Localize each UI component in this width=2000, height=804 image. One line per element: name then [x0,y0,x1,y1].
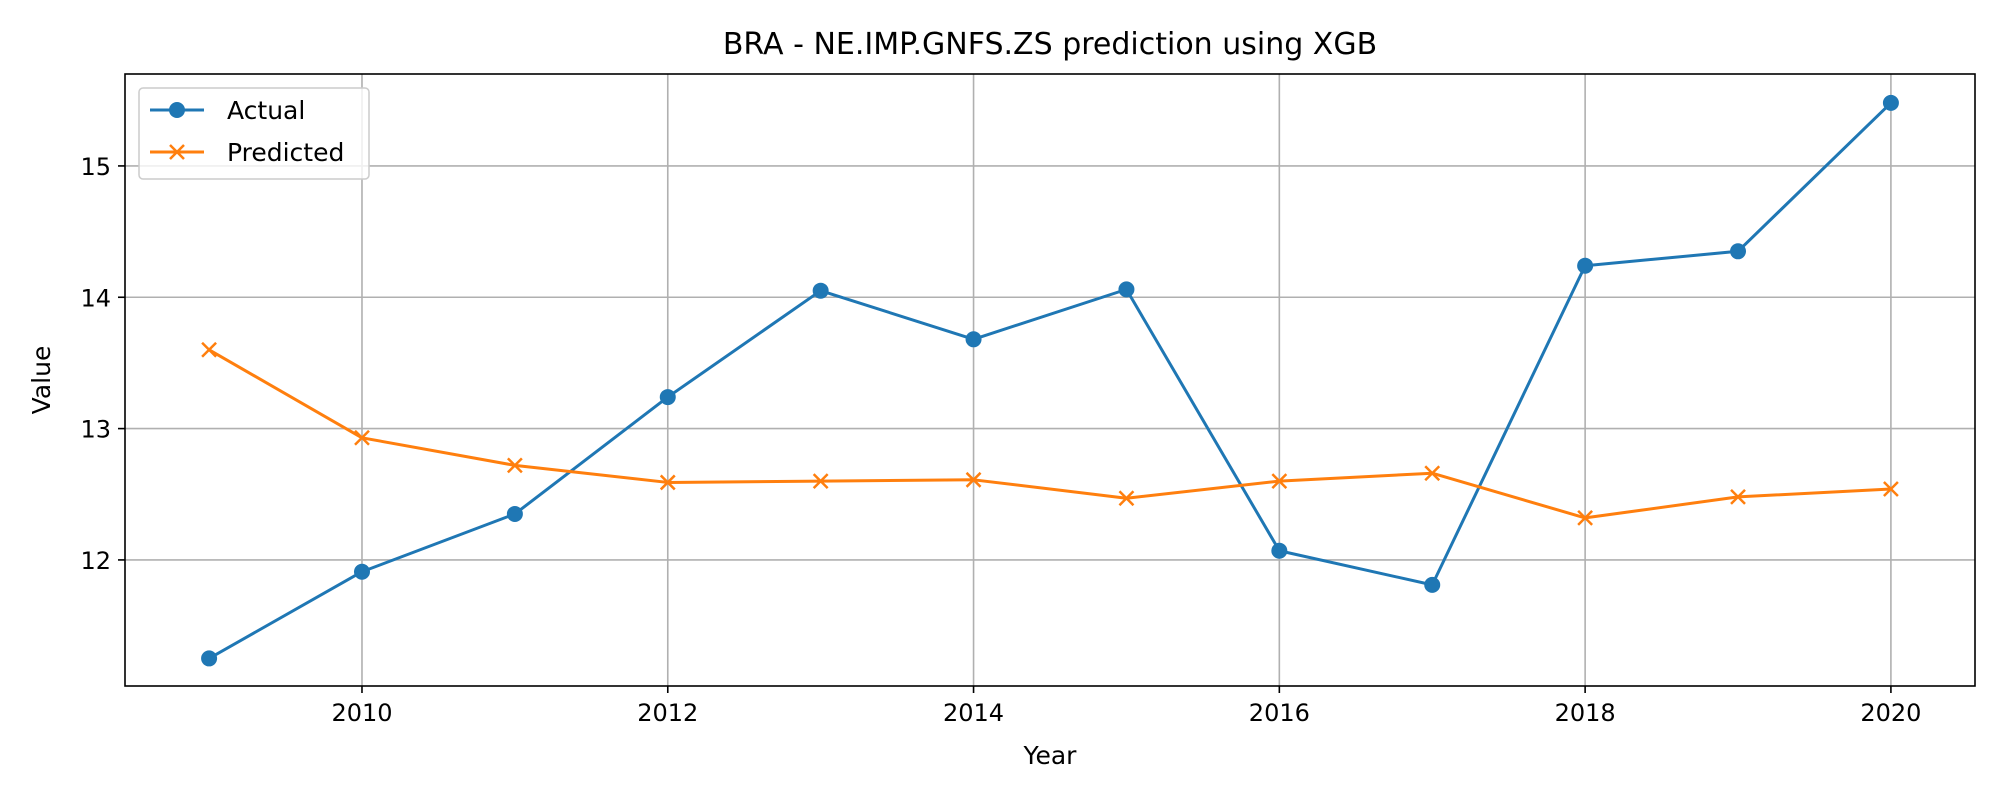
y-axis-label: Value [27,346,56,415]
x-tick-label: 2012 [637,699,698,727]
legend-actual-label: Actual [227,96,305,125]
x-tick-label: 2018 [1555,699,1616,727]
data-point-actual [965,331,982,348]
y-tick-label: 13 [80,416,111,444]
data-point-actual [812,282,829,299]
data-point-predicted [354,429,370,446]
x-tick-label: 2020 [1860,699,1921,727]
x-tick-label: 2010 [331,699,392,727]
plot-area-frame [124,73,1976,687]
data-point-predicted [812,473,829,490]
grid-lines [125,74,1975,686]
data-point-predicted [659,474,676,491]
data-point-actual [1271,542,1288,559]
data-point-predicted [1271,473,1288,490]
data-point-actual [506,505,523,522]
series-line-predicted [208,348,1891,520]
y-tick-label: 12 [80,547,111,575]
series-line-actual [208,101,1892,660]
data-point-predicted [201,341,217,358]
data-point-actual [201,650,218,667]
series-lines [201,94,1899,667]
legend: Actual Predicted [138,87,370,180]
data-point-predicted [1883,481,1899,497]
legend-predicted-marker [169,144,185,160]
data-point-actual [1730,243,1747,260]
data-point-actual [1118,281,1135,298]
data-point-predicted [1577,510,1594,526]
data-point-actual [1424,576,1441,593]
x-axis-label: Year [1023,741,1078,770]
chart-title: BRA - NE.IMP.GNFS.ZS prediction using XG… [723,27,1377,62]
data-point-actual [1882,94,1899,111]
data-point-actual [1577,257,1594,274]
data-point-actual [659,389,676,406]
series-actual [201,94,1899,667]
data-point-actual [353,563,370,580]
series-predicted [201,341,1899,526]
legend-actual-marker [169,102,185,118]
y-tick-label: 15 [80,153,111,181]
data-point-predicted [506,457,523,474]
data-point-predicted [965,471,982,488]
x-tick-label: 2014 [943,699,1004,727]
y-tick-label: 14 [80,284,111,312]
legend-predicted-label: Predicted [227,138,344,167]
axis-ticks: 2010 2012 2014 2016 2018 2020 12 13 14 15 [80,153,1921,727]
x-tick-label: 2016 [1249,699,1310,727]
data-point-predicted [1424,465,1441,482]
data-point-predicted [1118,490,1135,507]
data-point-predicted [1730,489,1746,505]
